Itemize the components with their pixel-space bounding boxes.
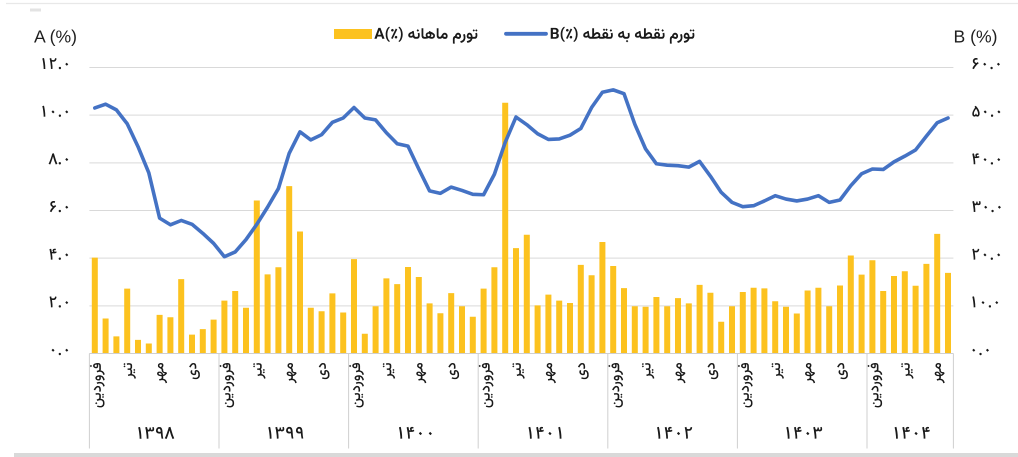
svg-text:A (%): A (%): [34, 26, 77, 46]
svg-text:B (%): B (%): [954, 26, 998, 46]
